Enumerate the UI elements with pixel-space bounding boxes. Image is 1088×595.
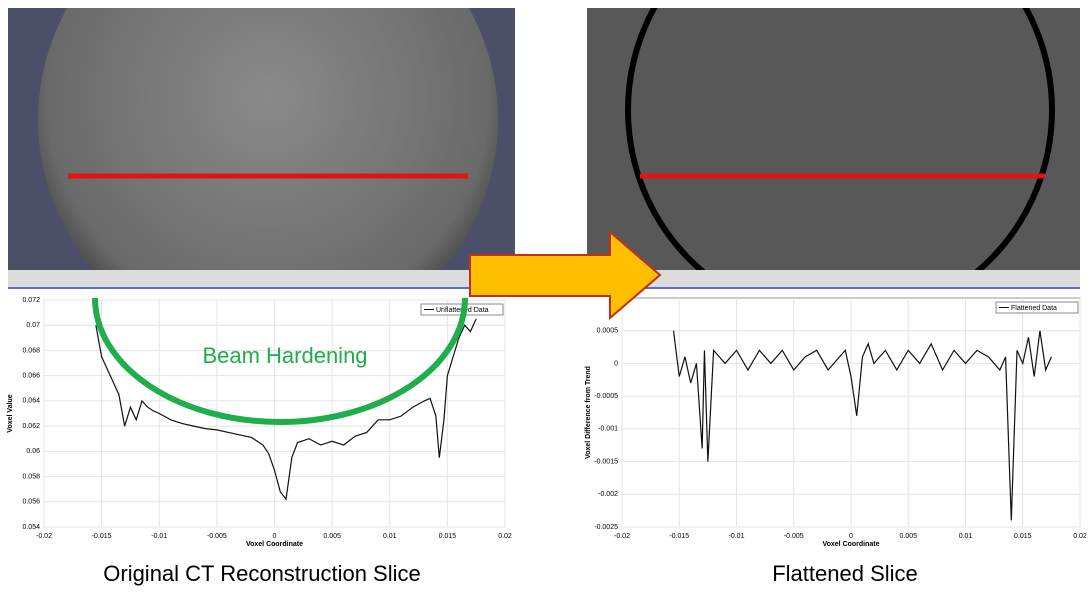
y-tick-label: 0.072 xyxy=(22,297,40,304)
x-tick-label: -0.01 xyxy=(151,533,167,540)
y-tick-label: -0.0015 xyxy=(594,458,618,465)
x-tick-label: 0.01 xyxy=(959,533,973,540)
slide: 0.054 0.056 0.058 0.06 0.062 0.064 0.066 0.068 0… xyxy=(0,0,1088,590)
x-tick-label: -0.015 xyxy=(669,533,689,540)
y-tick-label: 0.056 xyxy=(22,499,40,506)
x-axis-label: Voxel Coordinate xyxy=(822,541,879,548)
y-tick-label: 0.064 xyxy=(22,398,40,405)
x-tick-label: 0.02 xyxy=(1073,533,1087,540)
x-tick-label: 0.005 xyxy=(323,533,341,540)
y-tick-label: -0.001 xyxy=(598,426,618,433)
y-tick-label: 0.054 xyxy=(22,524,40,531)
y-tick-label: -0.0025 xyxy=(594,524,618,531)
x-tick-label: 0.01 xyxy=(383,533,397,540)
caption: Original CT Reconstruction Slice xyxy=(103,561,421,586)
x-tick-label: 0.02 xyxy=(498,533,512,540)
y-tick-label: 0.066 xyxy=(22,373,40,380)
x-tick-label: 0.015 xyxy=(1014,533,1032,540)
x-tick-label: 0 xyxy=(273,533,277,540)
x-tick-label: -0.005 xyxy=(207,533,227,540)
x-tick-label: 0 xyxy=(849,533,853,540)
x-tick-label: -0.015 xyxy=(92,533,112,540)
legend-label: Flattened Data xyxy=(1011,305,1057,312)
y-tick-label: -0.002 xyxy=(598,491,618,498)
x-tick-label: 0.005 xyxy=(899,533,917,540)
y-axis-label: Voxel Difference from Trend xyxy=(585,366,592,459)
x-tick-label: -0.02 xyxy=(614,533,630,540)
y-tick-label: 0.06 xyxy=(26,448,40,455)
y-tick-label: 0.062 xyxy=(22,423,40,430)
y-tick-label: 0.0005 xyxy=(597,328,619,335)
x-axis-label: Voxel Coordinate xyxy=(246,541,303,548)
y-tick-label: 0.068 xyxy=(22,347,40,354)
x-tick-label: 0.015 xyxy=(439,533,457,540)
y-axis-label: Voxel Value xyxy=(7,394,14,432)
y-tick-label: 0.07 xyxy=(26,322,40,329)
x-tick-label: -0.02 xyxy=(36,533,52,540)
annotation: Beam Hardening xyxy=(202,343,367,368)
caption: Flattened Slice xyxy=(772,561,918,586)
y-tick-label: -0.0005 xyxy=(594,393,618,400)
ct-image-original xyxy=(8,0,515,350)
y-tick-label: 0 xyxy=(614,360,618,367)
x-tick-label: -0.005 xyxy=(784,533,804,540)
y-tick-label: 0.058 xyxy=(22,473,40,480)
x-tick-label: -0.01 xyxy=(729,533,745,540)
